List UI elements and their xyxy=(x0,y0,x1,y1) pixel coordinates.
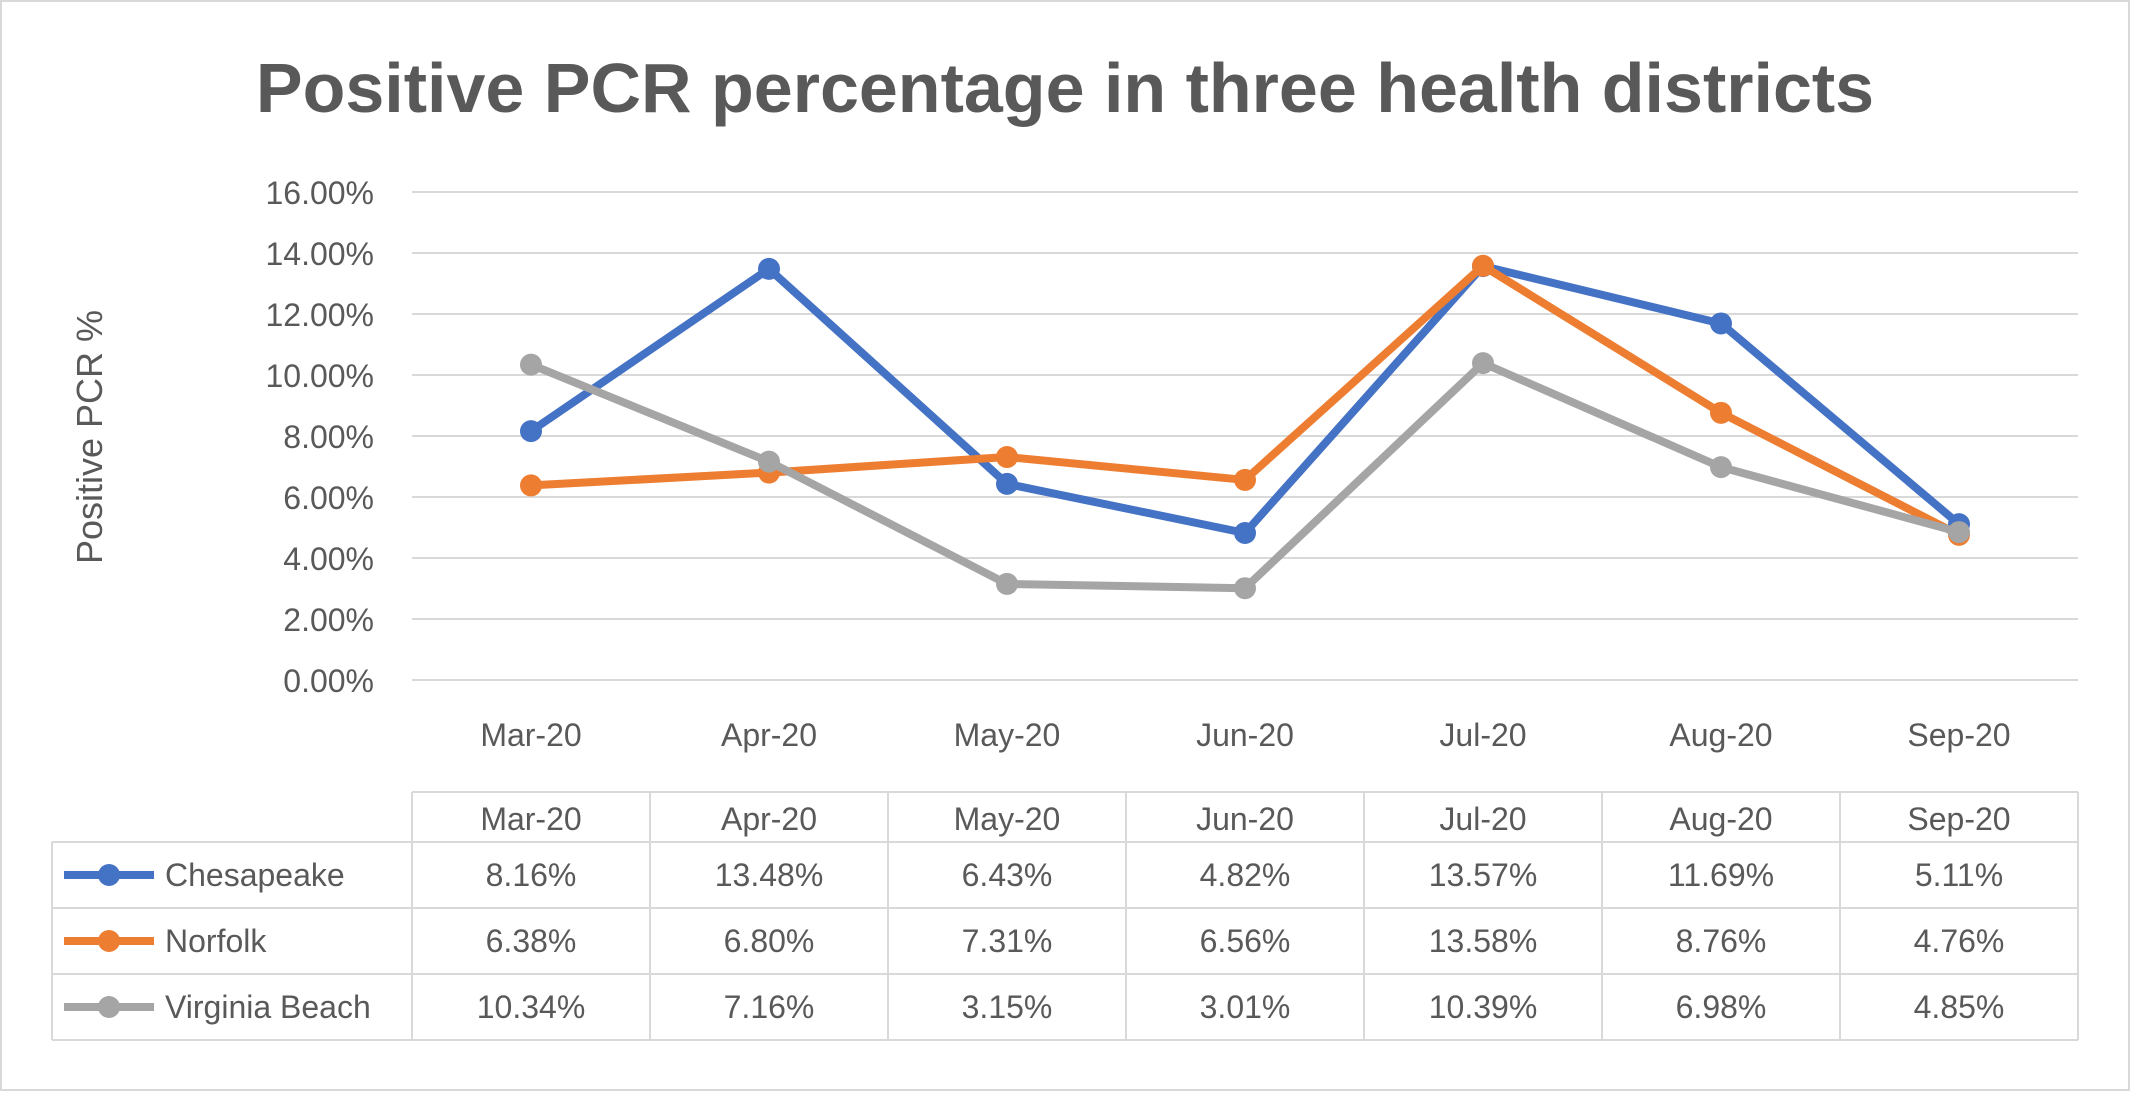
legend-label: Virginia Beach xyxy=(165,989,371,1025)
data-point xyxy=(1710,312,1732,335)
table-header-cell: Apr-20 xyxy=(721,801,817,837)
table-row: Chesapeake 8.16% 13.48% 6.43% 4.82% 13.57% 11.… xyxy=(64,857,2003,893)
series-chesapeake xyxy=(520,255,1970,544)
table-value-cell: 6.38% xyxy=(486,923,577,959)
data-point xyxy=(996,572,1018,595)
legend-marker xyxy=(98,930,120,952)
table-value-cell: 4.85% xyxy=(1914,989,2005,1025)
data-point xyxy=(1234,577,1256,600)
table-value-cell: 8.16% xyxy=(486,857,577,893)
legend-label: Chesapeake xyxy=(165,857,345,893)
x-tick-label: May-20 xyxy=(954,717,1061,753)
y-tick-label: 14.00% xyxy=(265,236,374,272)
table-value-cell: 10.39% xyxy=(1429,989,1538,1025)
data-point xyxy=(1234,521,1256,544)
table-row: Virginia Beach 10.34% 7.16% 3.15% 3.01% 10.39… xyxy=(64,989,2004,1025)
data-point xyxy=(520,474,542,497)
series-lines xyxy=(520,254,1970,600)
x-tick-label: Mar-20 xyxy=(480,717,581,753)
data-point xyxy=(1710,401,1732,424)
table-header-cell: Jul-20 xyxy=(1439,801,1526,837)
data-point xyxy=(1710,456,1732,479)
table-value-cell: 4.76% xyxy=(1914,923,2005,959)
table-value-cell: 8.76% xyxy=(1676,923,1767,959)
data-table: Mar-20 Apr-20 May-20 Jun-20 Jul-20 Aug-20 Sep-… xyxy=(51,791,2079,1041)
data-point xyxy=(1948,521,1970,544)
data-point xyxy=(996,472,1018,495)
y-tick-label: 10.00% xyxy=(265,358,374,394)
data-point xyxy=(1472,352,1494,375)
table-value-cell: 6.80% xyxy=(724,923,815,959)
y-tick-label: 16.00% xyxy=(265,175,374,211)
table-value-cell: 13.48% xyxy=(715,857,824,893)
data-point xyxy=(520,420,542,443)
table-value-cell: 10.34% xyxy=(477,989,586,1025)
data-point xyxy=(520,353,542,376)
data-point xyxy=(996,446,1018,469)
table-value-cell: 11.69% xyxy=(1668,857,1774,893)
table-header-cell: Aug-20 xyxy=(1669,801,1772,837)
data-point xyxy=(758,450,780,473)
y-axis-label: Positive PCR % xyxy=(69,310,110,564)
data-point xyxy=(758,257,780,280)
table-value-cell: 13.57% xyxy=(1429,857,1538,893)
x-axis-ticks: Mar-20 Apr-20 May-20 Jun-20 Jul-20 Aug-20 Sep-… xyxy=(480,717,2010,753)
x-tick-label: Jul-20 xyxy=(1439,717,1526,753)
table-value-cell: 3.01% xyxy=(1200,989,1291,1025)
x-tick-label: Sep-20 xyxy=(1907,717,2010,753)
y-tick-label: 2.00% xyxy=(283,602,374,638)
legend-marker xyxy=(98,996,120,1018)
legend-label: Norfolk xyxy=(165,923,267,959)
table-header-cell: Mar-20 xyxy=(480,801,581,837)
y-tick-label: 8.00% xyxy=(283,419,374,455)
y-axis-ticks: 0.00% 2.00% 4.00% 6.00% 8.00% 10.00% 12.00% 14.… xyxy=(265,175,374,699)
series-norfolk xyxy=(520,254,1970,546)
legend-marker xyxy=(98,864,120,886)
table-header-cell: May-20 xyxy=(954,801,1061,837)
y-tick-label: 4.00% xyxy=(283,541,374,577)
table-header-cell: Jun-20 xyxy=(1196,801,1294,837)
x-tick-label: Jun-20 xyxy=(1196,717,1294,753)
x-tick-label: Apr-20 xyxy=(721,717,817,753)
table-value-cell: 7.31% xyxy=(962,923,1053,959)
table-row: Norfolk 6.38% 6.80% 7.31% 6.56% 13.58% 8.76% 4.… xyxy=(64,923,2004,959)
series-line xyxy=(530,261,1961,539)
series-virginia-beach xyxy=(520,352,1970,600)
table-value-cell: 3.15% xyxy=(962,989,1053,1025)
table-value-cell: 5.11% xyxy=(1915,857,2003,893)
table-value-cell: 7.16% xyxy=(724,989,815,1025)
table-value-cell: 4.82% xyxy=(1200,857,1291,893)
table-value-cell: 6.43% xyxy=(962,857,1053,893)
table-header-cell: Sep-20 xyxy=(1907,801,2010,837)
y-tick-label: 0.00% xyxy=(283,663,374,699)
gridlines xyxy=(412,191,2078,681)
x-tick-label: Aug-20 xyxy=(1669,717,1772,753)
table-value-cell: 6.56% xyxy=(1200,923,1291,959)
table-value-cell: 13.58% xyxy=(1429,923,1538,959)
chart-title: Positive PCR percentage in three health … xyxy=(256,49,1874,127)
data-point xyxy=(1234,468,1256,491)
data-point xyxy=(1472,254,1494,277)
y-tick-label: 12.00% xyxy=(265,297,374,333)
series-line xyxy=(528,262,1962,537)
y-tick-label: 6.00% xyxy=(283,480,374,516)
table-value-cell: 6.98% xyxy=(1676,989,1767,1025)
